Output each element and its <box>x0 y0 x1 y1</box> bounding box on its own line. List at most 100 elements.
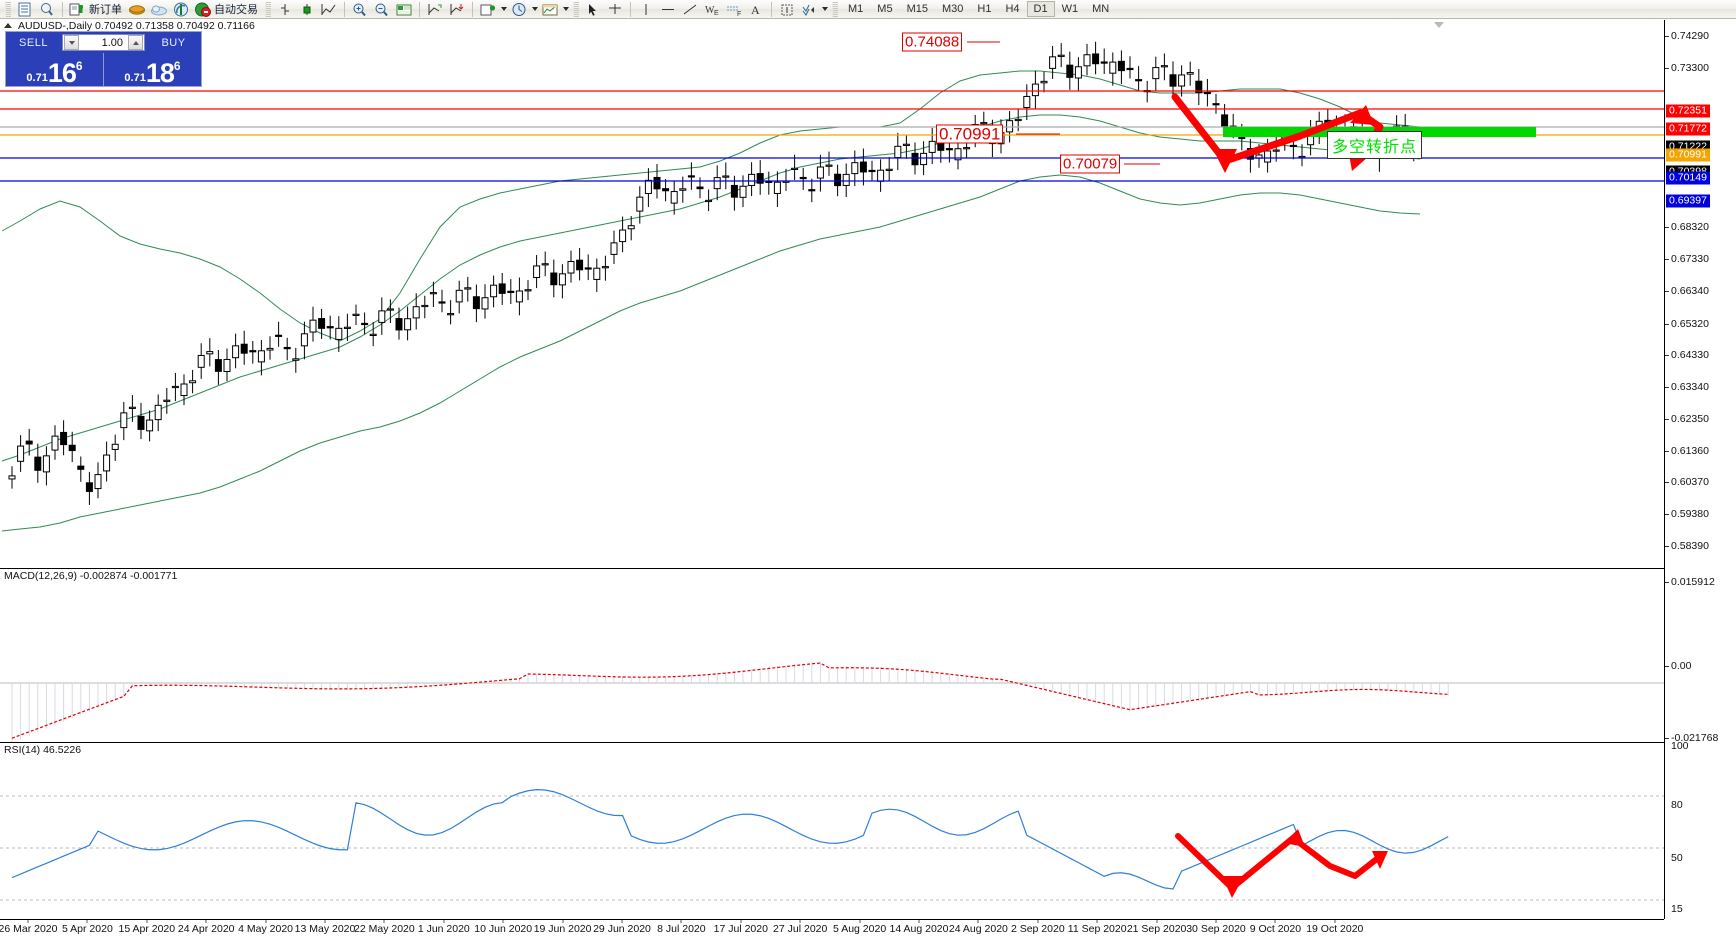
toolbar-grip-2[interactable] <box>265 1 271 17</box>
price-level-label-070149[interactable]: 0.70149 <box>1666 171 1710 185</box>
autotrading-icon[interactable] <box>192 1 214 18</box>
price-callout-070079[interactable]: 0.70079 <box>1060 154 1121 174</box>
chinese-note-annotation[interactable]: 多空转折点 <box>1327 131 1423 159</box>
candle-body <box>825 164 833 167</box>
timeframe-w1[interactable]: W1 <box>1061 3 1079 15</box>
cursor-icon[interactable] <box>582 1 604 18</box>
indicators-icon[interactable] <box>477 1 499 18</box>
toolbar-grip-4[interactable] <box>832 1 838 17</box>
sell-button[interactable]: SELL <box>19 36 48 49</box>
timeframe-m30[interactable]: M30 <box>941 3 964 15</box>
indicators-dropdown-caret[interactable] <box>499 1 508 18</box>
candle-body <box>318 318 326 329</box>
templates-dropdown-caret[interactable] <box>561 1 570 18</box>
candle-body <box>601 266 609 269</box>
volume-decrease-button[interactable] <box>64 35 79 50</box>
candle-body <box>412 306 420 319</box>
chart-scroll-indicator-icon[interactable] <box>1434 22 1444 28</box>
candle-body <box>644 179 652 194</box>
candle-body <box>343 326 351 329</box>
candle-body <box>945 148 953 151</box>
buy-price[interactable]: 0.71 18 6 <box>103 53 201 87</box>
price-level-label-070991[interactable]: 0.70991 <box>1666 148 1710 162</box>
signals-icon[interactable] <box>170 1 192 18</box>
wallet-icon[interactable] <box>126 1 148 18</box>
timeframe-m15[interactable]: M15 <box>906 3 928 15</box>
periods-dropdown-caret[interactable] <box>530 1 539 18</box>
autotrading-label[interactable]: 自动交易 <box>214 4 258 16</box>
candle-body <box>85 482 93 492</box>
text-icon[interactable]: A <box>745 1 767 18</box>
channel-icon[interactable]: F <box>723 1 745 18</box>
collapse-triangle-icon[interactable] <box>4 23 12 28</box>
main-chart-pane[interactable] <box>0 31 1664 566</box>
price-callout-074088[interactable]: 0.74088 <box>902 32 963 52</box>
macd-pane[interactable]: MACD(12,26,9) -0.002874 -0.001771 <box>0 568 1664 743</box>
zoom-in-icon[interactable] <box>349 1 371 18</box>
date-tick-mark <box>1334 920 1336 923</box>
candle-body <box>429 292 437 295</box>
cloud-icon[interactable] <box>148 1 170 18</box>
main-toolbar: 新订单 自动交易 <box>0 0 1736 19</box>
volume-input[interactable]: 1.00 <box>101 36 123 49</box>
sell-price[interactable]: 0.71 16 6 <box>6 53 103 87</box>
toolbar-grip[interactable] <box>5 1 11 17</box>
new-order-icon[interactable] <box>67 1 89 18</box>
candle-body <box>1212 103 1220 106</box>
price-level-label-071772[interactable]: 0.71772 <box>1666 122 1710 136</box>
timeframe-h4[interactable]: H4 <box>1005 3 1020 15</box>
line-chart-icon[interactable] <box>318 1 340 18</box>
one-click-trading-panel[interactable]: SELL 1.00 BUY 0.71 16 6 0.71 18 6 <box>5 31 202 87</box>
shapes-icon[interactable] <box>798 1 820 18</box>
auto-scroll-icon[interactable] <box>446 1 468 18</box>
candle-body <box>464 287 472 290</box>
candle-body <box>799 176 807 180</box>
price-tick-label: 0.67330 <box>1671 253 1709 266</box>
volume-increase-button[interactable] <box>128 35 143 50</box>
volume-stepper[interactable]: 1.00 <box>62 34 145 51</box>
price-callout-070991[interactable]: 0.70991 <box>936 124 1004 144</box>
shapes-dropdown-caret[interactable] <box>820 1 829 18</box>
periods-icon[interactable] <box>508 1 530 18</box>
bar-chart-icon[interactable] <box>274 1 296 18</box>
candle-body <box>773 181 781 194</box>
price-level-label-072351[interactable]: 0.72351 <box>1666 104 1710 118</box>
date-tick-label: 30 Sep 2020 <box>1186 923 1246 935</box>
candle-body <box>283 346 291 350</box>
date-axis[interactable]: 26 Mar 2020 5 Apr 2020 15 Apr 2020 24 Apr 2… <box>0 919 1664 943</box>
date-tick-label: 1 Jun 2020 <box>417 923 470 935</box>
timeframe-mn[interactable]: MN <box>1092 3 1110 15</box>
crosshair-icon[interactable] <box>604 1 626 18</box>
price-axis[interactable]: 0.74290 0.73300 0.68320 0.67330 0.66340 0.653… <box>1664 20 1736 919</box>
candle-chart-icon[interactable] <box>296 1 318 18</box>
candle-body <box>1169 74 1177 87</box>
timeframe-m1[interactable]: M1 <box>848 3 864 15</box>
new-order-label[interactable]: 新订单 <box>89 4 122 16</box>
label-icon[interactable] <box>776 1 798 18</box>
market-watch-icon[interactable] <box>14 1 36 18</box>
candle-body <box>455 289 463 303</box>
timeframe-m5[interactable]: M5 <box>877 3 893 15</box>
candle-body <box>171 385 179 389</box>
chart-grid-icon[interactable] <box>393 1 415 18</box>
forecast-path[interactable] <box>0 31 1664 566</box>
templates-icon[interactable] <box>539 1 561 18</box>
toolbar-grip-3[interactable] <box>573 1 579 17</box>
date-tick-mark <box>27 920 29 923</box>
timeframe-h1[interactable]: H1 <box>977 3 992 15</box>
hline-icon[interactable] <box>657 1 679 18</box>
rsi-pane[interactable]: RSI(14) 46.5226 <box>0 742 1664 919</box>
timeframe-d1[interactable]: D1 <box>1026 1 1055 17</box>
date-tick-label: 13 May 2020 <box>294 923 356 935</box>
buy-button[interactable]: BUY <box>161 36 186 49</box>
zoom-out-icon[interactable] <box>371 1 393 18</box>
trade-panel-top-row: SELL 1.00 BUY <box>6 32 201 53</box>
data-window-icon[interactable] <box>36 1 58 18</box>
trendline-icon[interactable] <box>679 1 701 18</box>
vline-icon[interactable] <box>635 1 657 18</box>
chart-shift-icon[interactable] <box>424 1 446 18</box>
candle-body <box>576 259 584 271</box>
price-tick-label: 0.74290 <box>1671 30 1709 42</box>
price-level-label-069397[interactable]: 0.69397 <box>1666 194 1710 208</box>
